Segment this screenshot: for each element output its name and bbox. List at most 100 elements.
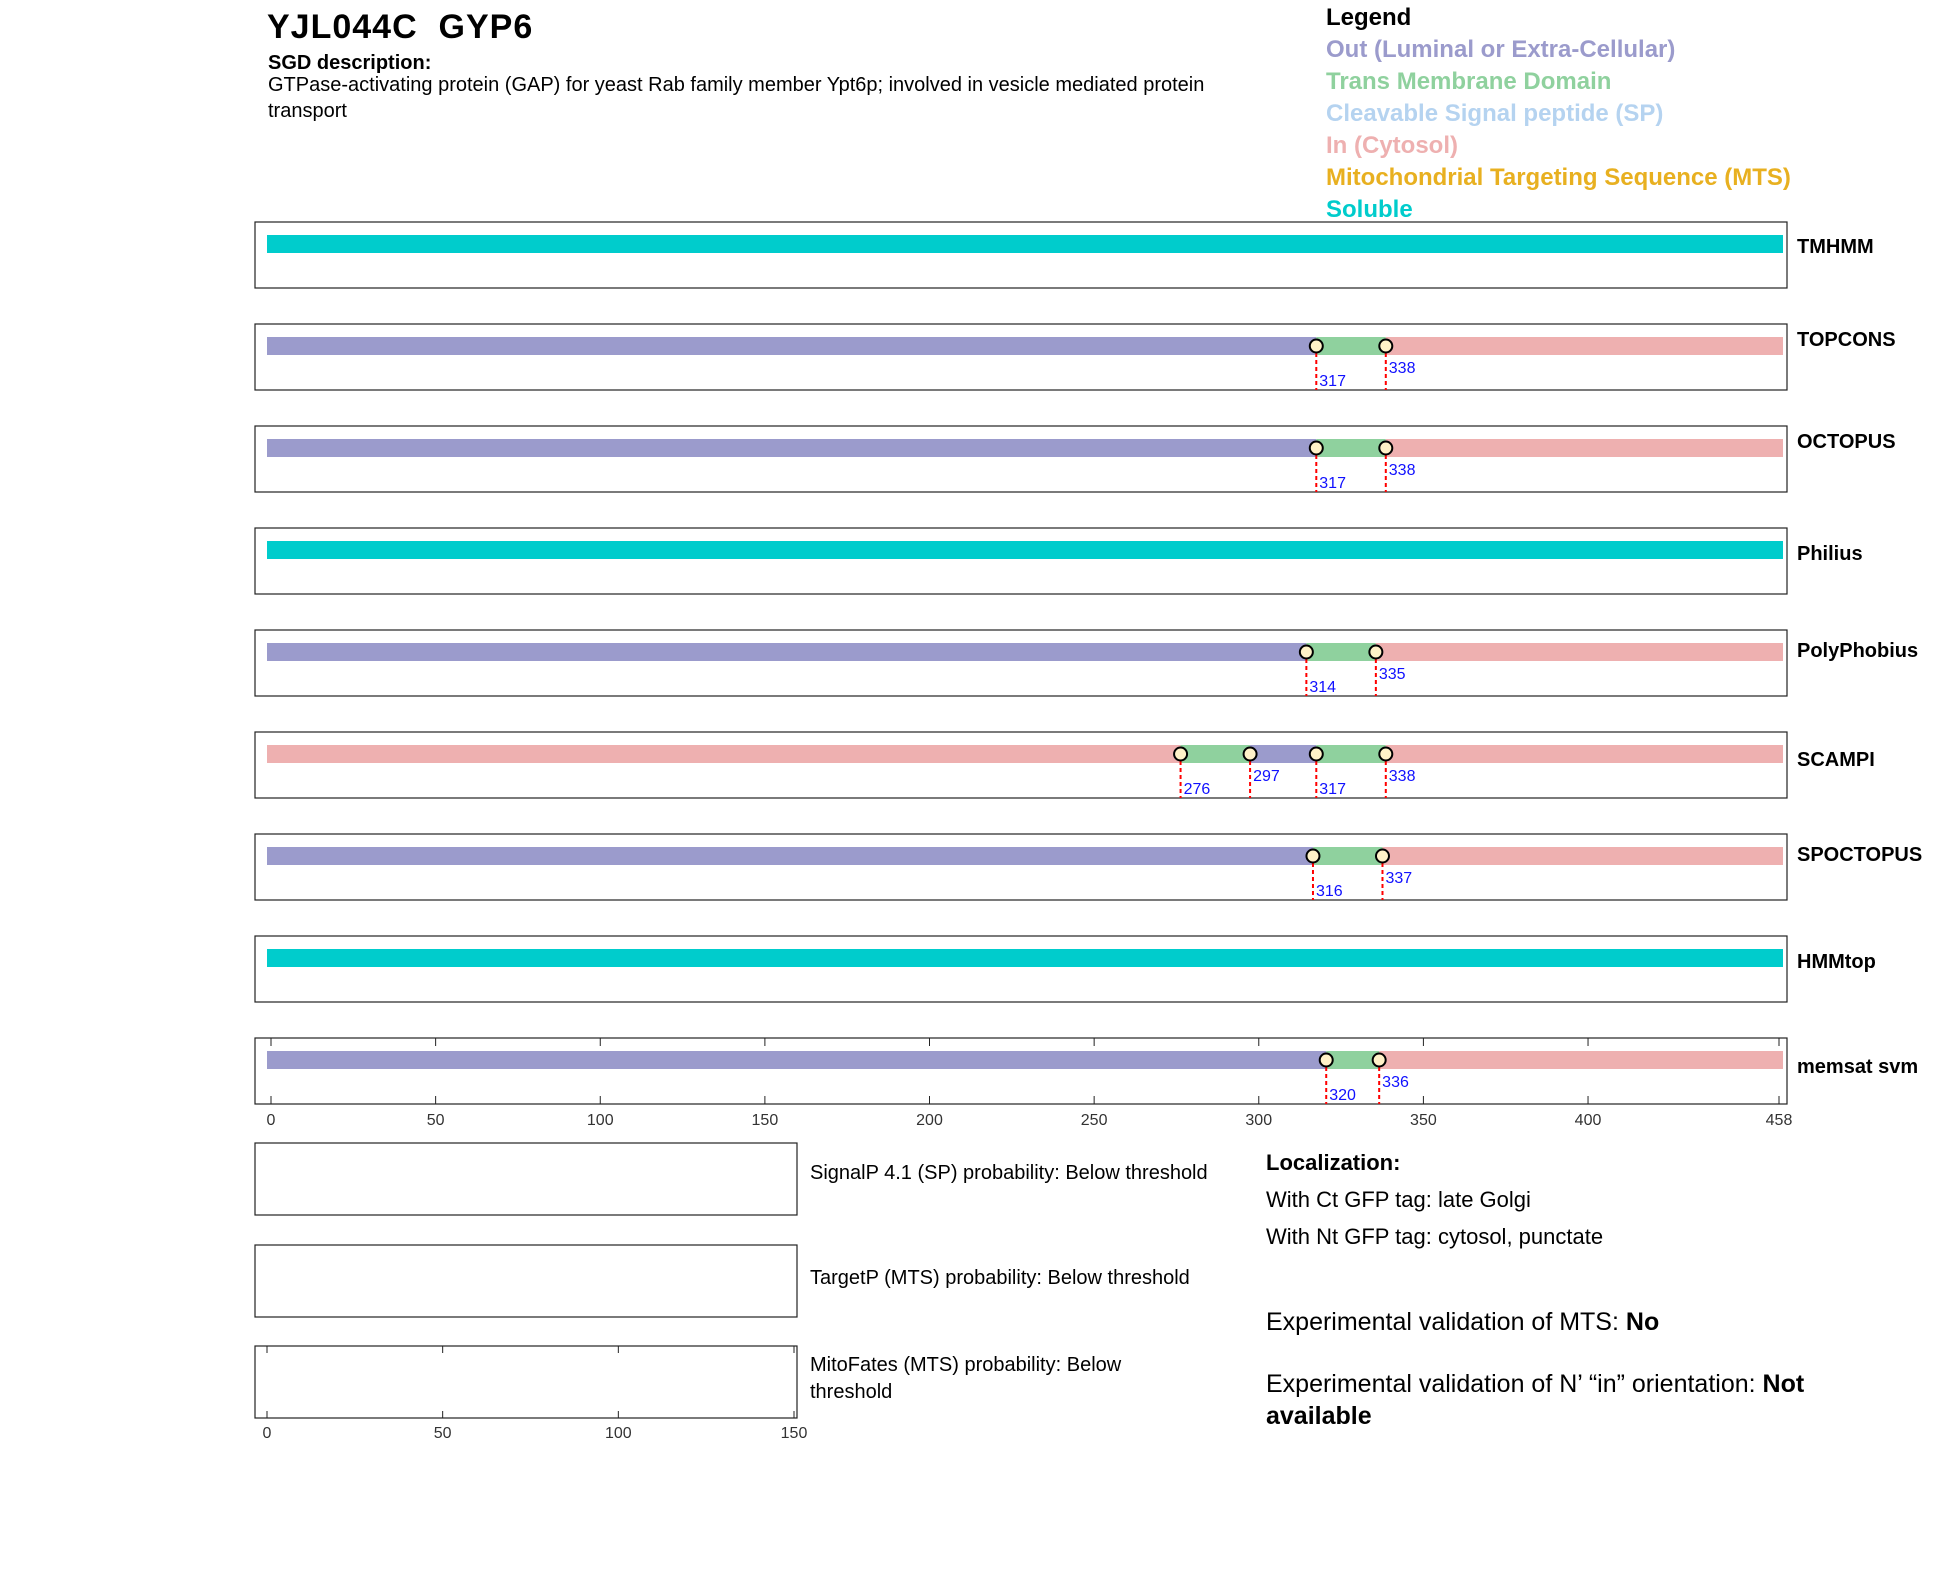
segment-philius-soluble-0	[267, 541, 1783, 559]
legend-item-in: In (Cytosol)	[1326, 132, 1458, 159]
prob-tick-label-3: 150	[781, 1425, 808, 1442]
boundary-marker-octopus-0	[1308, 440, 1324, 456]
boundary-marker-spoctopus-0	[1305, 848, 1321, 864]
localization-title: Localization:	[1266, 1150, 1401, 1175]
boundary-marker-memsat-svm-1	[1371, 1052, 1387, 1068]
segment-polyphobius-tm-1	[1306, 643, 1376, 661]
signalp-probability-label: SignalP 4.1 (SP) probability: Below thre…	[810, 1162, 1208, 1184]
segment-polyphobius-in-2	[1375, 643, 1783, 661]
boundary-marker-polyphobius-1	[1368, 644, 1384, 660]
segment-spoctopus-out-0	[267, 847, 1313, 865]
page-title: YJL044C GYP6	[267, 8, 534, 46]
validation-mts-value: No	[1625, 1308, 1660, 1336]
segment-octopus-out-0	[267, 439, 1317, 457]
prob-tick-label-1: 50	[434, 1425, 452, 1442]
probability-frame-2	[254, 1345, 798, 1419]
legend-item-tm: Trans Membrane Domain	[1326, 68, 1612, 95]
x-tick-label-0: 0	[267, 1112, 276, 1129]
validation-orientation: Experimental validation of N’ “in” orien…	[1266, 1368, 1866, 1432]
track-frame-scampi	[254, 731, 1788, 799]
boundary-label-memsat-svm-1: 336	[1382, 1074, 1409, 1091]
x-tick-label-7: 350	[1410, 1112, 1437, 1129]
legend: Legend Out (Luminal or Extra-Cellular) T…	[1326, 4, 1791, 226]
boundary-label-scampi-2: 317	[1319, 781, 1346, 798]
segment-spoctopus-tm-1	[1312, 847, 1383, 865]
mitofates-probability-label: MitoFates (MTS) probability: Below thres…	[810, 1354, 1122, 1403]
track-label-polyphobius: PolyPhobius	[1797, 640, 1918, 662]
boundary-label-scampi-3: 338	[1389, 768, 1416, 785]
legend-title: Legend	[1326, 4, 1412, 31]
validation-orientation-label: Experimental validation of N’ “in” orien…	[1266, 1370, 1763, 1398]
track-label-scampi: SCAMPI	[1797, 749, 1875, 771]
track-label-octopus: OCTOPUS	[1797, 431, 1896, 453]
x-tick-label-1: 50	[427, 1112, 445, 1129]
boundary-marker-scampi-3	[1378, 746, 1394, 762]
track-frame-spoctopus	[254, 833, 1788, 901]
track-frame-octopus	[254, 425, 1788, 493]
track-frame-tmhmm	[254, 221, 1788, 289]
track-label-topcons: TOPCONS	[1797, 329, 1896, 351]
boundary-label-topcons-1: 338	[1389, 360, 1416, 377]
boundary-marker-spoctopus-1	[1374, 848, 1390, 864]
probability-frame-1	[254, 1244, 798, 1318]
track-label-spoctopus: SPOCTOPUS	[1797, 844, 1922, 866]
boundary-label-scampi-0: 276	[1184, 781, 1211, 798]
legend-item-sp: Cleavable Signal peptide (SP)	[1326, 100, 1664, 127]
x-tick-label-2: 100	[587, 1112, 614, 1129]
boundary-label-octopus-0: 317	[1319, 475, 1346, 492]
track-label-memsat-svm: memsat svm	[1797, 1056, 1918, 1078]
boundary-marker-scampi-2	[1308, 746, 1324, 762]
boundary-label-spoctopus-0: 316	[1316, 883, 1343, 900]
boundary-marker-memsat-svm-0	[1318, 1052, 1334, 1068]
boundary-label-memsat-svm-0: 320	[1329, 1087, 1356, 1104]
localization-nt: With Nt GFP tag: cytosol, punctate	[1266, 1224, 1604, 1249]
segment-memsat-svm-out-0	[267, 1051, 1327, 1069]
segment-tmhmm-soluble-0	[267, 235, 1783, 253]
segment-memsat-svm-in-2	[1379, 1051, 1783, 1069]
segment-scampi-out-2	[1250, 745, 1317, 763]
track-label-tmhmm: TMHMM	[1797, 236, 1874, 258]
sgd-description-label: SGD description:	[268, 52, 432, 74]
x-tick-label-6: 300	[1245, 1112, 1272, 1129]
track-label-philius: Philius	[1797, 543, 1863, 565]
track-frame-polyphobius	[254, 629, 1788, 697]
x-tick-label-8: 400	[1575, 1112, 1602, 1129]
prob-tick-label-2: 100	[605, 1425, 632, 1442]
segment-octopus-tm-1	[1316, 439, 1386, 457]
segment-topcons-tm-1	[1316, 337, 1386, 355]
boundary-marker-topcons-1	[1378, 338, 1394, 354]
segment-scampi-in-4	[1385, 745, 1783, 763]
track-frame-hmmtop	[254, 935, 1788, 1003]
boundary-label-scampi-1: 297	[1253, 768, 1280, 785]
legend-item-mts: Mitochondrial Targeting Sequence (MTS)	[1326, 164, 1791, 191]
segment-polyphobius-out-0	[267, 643, 1307, 661]
track-label-hmmtop: HMMtop	[1797, 951, 1876, 973]
targetp-probability-label: TargetP (MTS) probability: Below thresho…	[810, 1267, 1190, 1289]
boundary-marker-octopus-1	[1378, 440, 1394, 456]
legend-item-soluble: Soluble	[1326, 196, 1413, 223]
boundary-marker-scampi-0	[1173, 746, 1189, 762]
segment-octopus-in-2	[1385, 439, 1783, 457]
segment-scampi-tm-3	[1316, 745, 1386, 763]
prob-tick-label-0: 0	[263, 1425, 272, 1442]
x-tick-label-5: 250	[1081, 1112, 1108, 1129]
boundary-label-octopus-1: 338	[1389, 462, 1416, 479]
segment-memsat-svm-tm-1	[1326, 1051, 1380, 1069]
segment-topcons-in-2	[1385, 337, 1783, 355]
track-frame-memsat-svm	[254, 1037, 1788, 1105]
legend-item-out: Out (Luminal or Extra-Cellular)	[1326, 36, 1676, 63]
sgd-description-text: GTPase-activating protein (GAP) for yeas…	[268, 74, 1205, 122]
validation-mts: Experimental validation of MTS: No	[1266, 1308, 1659, 1337]
x-tick-label-4: 200	[916, 1112, 943, 1129]
boundary-marker-scampi-1	[1242, 746, 1258, 762]
segment-topcons-out-0	[267, 337, 1317, 355]
segment-spoctopus-in-2	[1382, 847, 1783, 865]
track-frame-topcons	[254, 323, 1788, 391]
x-tick-label-9: 458	[1766, 1112, 1793, 1129]
boundary-label-topcons-0: 317	[1319, 373, 1346, 390]
boundary-marker-topcons-0	[1308, 338, 1324, 354]
track-frame-philius	[254, 527, 1788, 595]
validation-mts-label: Experimental validation of MTS:	[1266, 1308, 1626, 1336]
validation-orientation-value: Not available	[1266, 1370, 1805, 1430]
